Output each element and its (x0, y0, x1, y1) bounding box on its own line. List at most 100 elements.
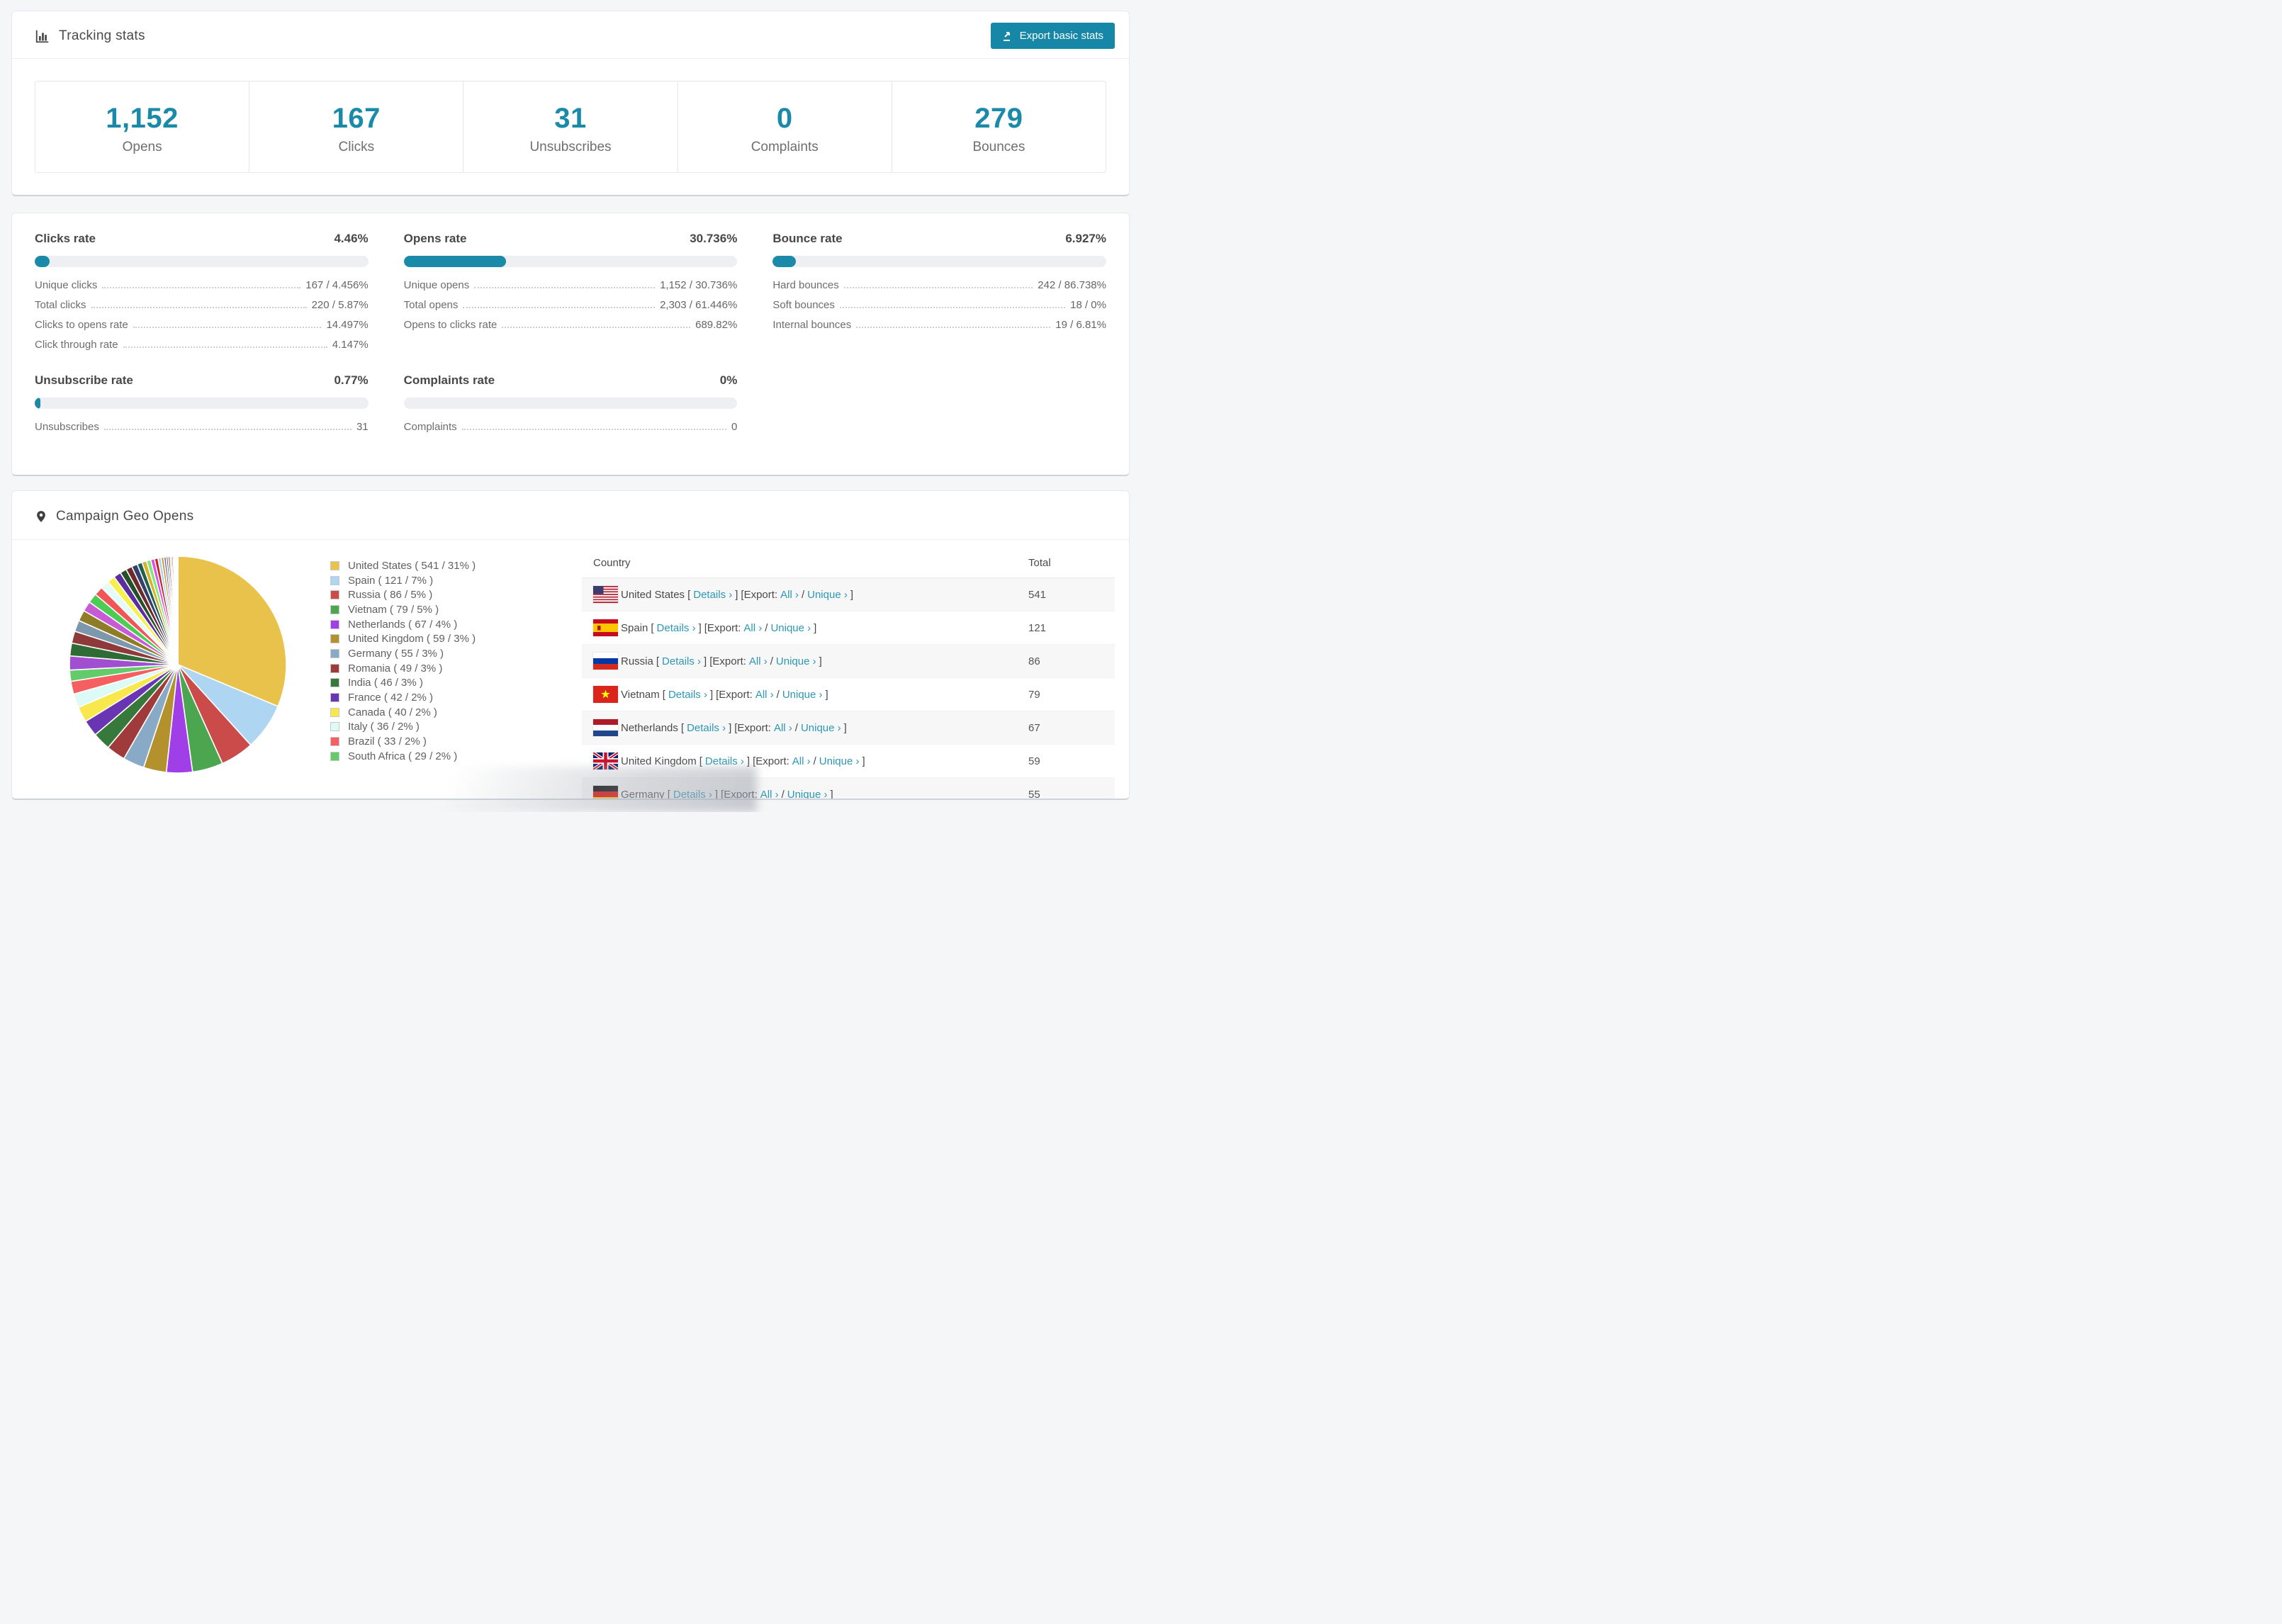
legend-item: Romania ( 49 / 3% ) (330, 661, 476, 676)
dotted-leader (133, 327, 322, 328)
geo-total-value: 67 (1028, 721, 1040, 734)
geo-table-rows: United States[Details ›] [Export: All › / Un… (582, 578, 1115, 799)
legend-label: South Africa ( 29 / 2% ) (348, 750, 458, 762)
export-prefix: [Export: (709, 655, 746, 667)
legend-label: United Kingdom ( 59 / 3% ) (348, 633, 476, 645)
export-all-link[interactable]: All › (760, 788, 779, 799)
bar-chart-icon (35, 30, 49, 43)
rate-stat-row: Clicks to opens rate 14.497% (35, 320, 369, 331)
rate-panel: Clicks rate 4.46% Unique clicks 167 / 4.456… (35, 232, 369, 351)
summary-cell: 0 Complaints (677, 81, 892, 172)
legend-label: Canada ( 40 / 2% ) (348, 706, 437, 718)
legend-item: Germany ( 55 / 3% ) (330, 646, 476, 661)
legend-item: Russia ( 86 / 5% ) (330, 587, 476, 602)
rate-panel-title: Complaints rate (403, 373, 495, 387)
export-all-link[interactable]: All › (773, 721, 792, 734)
details-link[interactable]: Details › (668, 688, 707, 701)
rate-stat-label: Opens to clicks rate (403, 319, 498, 331)
bracket: ] (698, 621, 702, 634)
legend-swatch (330, 575, 339, 585)
details-link[interactable]: Details › (704, 755, 744, 767)
export-unique-link[interactable]: Unique › (807, 588, 848, 601)
export-basic-stats-button[interactable]: Export basic stats (990, 23, 1115, 49)
summary-value: 0 (776, 103, 793, 134)
export-all-link[interactable]: All › (792, 755, 811, 767)
dotted-leader (461, 429, 726, 430)
export-all-link[interactable]: All › (780, 588, 799, 601)
bracket: ] (814, 621, 817, 634)
export-unique-link[interactable]: Unique › (770, 621, 811, 634)
tracking-stats-title: Tracking stats (59, 28, 145, 43)
export-all-link[interactable]: All › (748, 655, 768, 667)
legend-item: Italy ( 36 / 2% ) (330, 720, 476, 735)
rate-stat-row: Unique clicks 167 / 4.456% (35, 280, 369, 291)
details-link[interactable]: Details › (656, 621, 696, 634)
rate-stat-value: 4.147% (332, 339, 369, 351)
us-flag-icon (593, 586, 618, 603)
geo-table-header-country: Country (593, 557, 631, 569)
details-link[interactable]: Details › (693, 588, 733, 601)
geo-country-cell: Spain[Details ›] [Export: All › / Unique ›] (593, 619, 1028, 636)
rate-panel-title: Opens rate (403, 232, 467, 245)
dotted-leader (91, 307, 307, 308)
export-unique-link[interactable]: Unique › (775, 655, 816, 667)
rate-stat-row: Total clicks 220 / 5.87% (35, 300, 369, 311)
legend-swatch (330, 707, 339, 717)
es-flag-icon (593, 619, 618, 636)
export-all-link[interactable]: All › (755, 688, 774, 701)
gb-flag-icon (592, 751, 619, 771)
slash: / (794, 721, 798, 734)
rate-stat-label: Total clicks (35, 299, 86, 311)
export-unique-link[interactable]: Unique › (800, 721, 841, 734)
details-link[interactable]: Details › (687, 721, 726, 734)
pie-slice (176, 556, 179, 665)
legend-swatch (330, 560, 339, 570)
legend-swatch (330, 693, 339, 703)
summary-label: Clicks (338, 140, 375, 154)
rate-progress-track (403, 397, 738, 409)
export-all-link[interactable]: All › (743, 621, 763, 634)
geo-total-value: 86 (1028, 655, 1040, 667)
legend-item: United Kingdom ( 59 / 3% ) (330, 631, 476, 646)
details-link[interactable]: Details › (673, 788, 712, 799)
rate-panel: Complaints rate 0% Complaints 0 (403, 373, 738, 433)
export-unique-link[interactable]: Unique › (819, 755, 860, 767)
geo-table-header-total: Total (1028, 557, 1051, 569)
geo-table-row: United States[Details ›] [Export: All › / Un… (582, 578, 1115, 611)
legend-label: Italy ( 36 / 2% ) (348, 721, 420, 733)
legend-swatch (330, 648, 339, 658)
legend-label: Vietnam ( 79 / 5% ) (348, 603, 439, 616)
export-prefix: [Export: (734, 721, 771, 734)
geo-total-value: 79 (1028, 688, 1040, 701)
rate-stat-label: Unsubscribes (35, 421, 99, 433)
rate-stat-label: Click through rate (35, 339, 118, 351)
bracket: ] (704, 655, 707, 667)
rate-stat-value: 242 / 86.738% (1038, 279, 1106, 291)
legend-swatch (330, 604, 339, 614)
geo-country-name: United States (621, 588, 685, 601)
geo-total-value: 59 (1028, 755, 1040, 767)
pie-slice (177, 556, 287, 707)
legend-label: Germany ( 55 / 3% ) (348, 647, 444, 660)
geo-table-row: Netherlands[Details ›] [Export: All › / Uniq… (582, 711, 1115, 745)
rate-stat-row: Click through rate 4.147% (35, 339, 369, 351)
details-link[interactable]: Details › (662, 655, 702, 667)
rate-progress-fill (35, 256, 50, 267)
export-unique-link[interactable]: Unique › (782, 688, 823, 701)
export-unique-link[interactable]: Unique › (787, 788, 828, 799)
geo-total-value: 121 (1028, 621, 1047, 634)
rate-stat-label: Clicks to opens rate (35, 319, 128, 331)
legend-label: Spain ( 121 / 7% ) (348, 574, 434, 587)
legend-swatch (330, 678, 339, 688)
rate-progress-fill (403, 256, 507, 267)
geo-country-name: Vietnam (621, 688, 660, 701)
legend-label: Romania ( 49 / 3% ) (348, 662, 443, 675)
bracket: ] (709, 688, 714, 701)
legend-item: France ( 42 / 2% ) (330, 690, 476, 705)
campaign-geo-opens-card: Campaign Geo Opens United States ( 541 /… (11, 490, 1130, 800)
legend-swatch (330, 722, 339, 732)
rate-stat-value: 167 / 4.456% (305, 279, 369, 291)
summary-label: Opens (122, 140, 162, 154)
rate-stat-label: Complaints (403, 421, 457, 433)
rate-stat-value: 31 (356, 421, 369, 433)
